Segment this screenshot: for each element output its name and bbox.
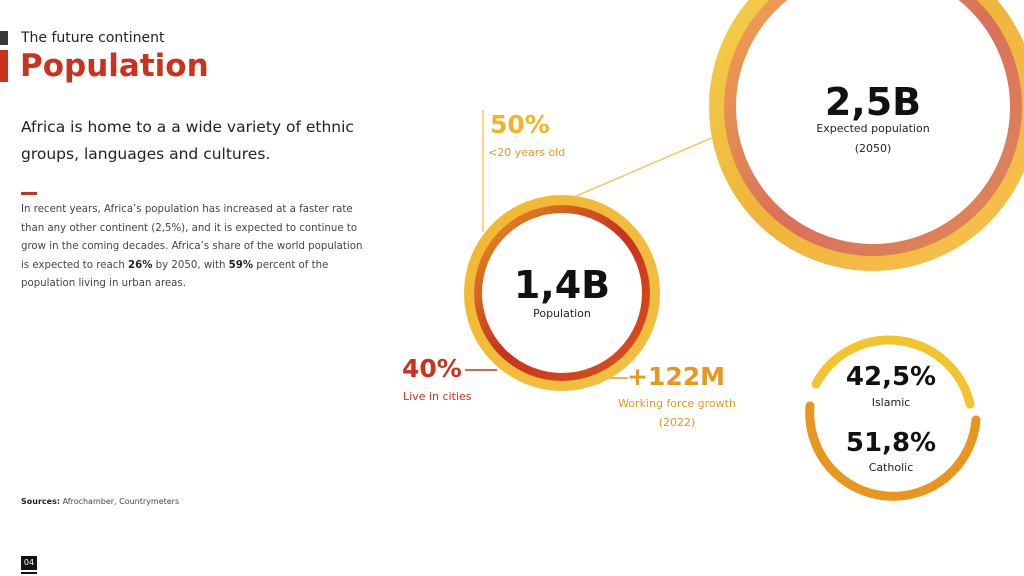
workforce-value: +122M: [626, 362, 725, 391]
under20-value: 50%: [490, 110, 550, 139]
body-text-part-2: by 2050, with: [152, 259, 229, 271]
section-kicker: The future continent: [21, 30, 165, 46]
population-ring-outer: [464, 195, 660, 391]
body-text-part-3: percent of the population living in urba…: [21, 259, 329, 290]
body-bold-26: 26%: [128, 259, 153, 271]
workforce-label: Working force growth: [618, 397, 736, 410]
page-number-underline: [21, 572, 37, 574]
page-title: Population: [20, 48, 209, 84]
sources-label: Sources:: [21, 497, 61, 506]
body-paragraph: In recent years, Africa’s population has…: [21, 201, 366, 294]
sources-text: Afrochamber, Countrymeters: [60, 497, 180, 506]
lead-paragraph: Africa is home to a a wide variety of et…: [21, 118, 354, 163]
catholic-value: 51,8%: [845, 428, 937, 458]
population-ring-inner: [474, 205, 650, 381]
connector-line-expected: [573, 136, 715, 198]
catholic-label: Catholic: [868, 461, 914, 474]
cities-label: Live in cities: [403, 390, 472, 403]
islamic-label: Islamic: [871, 396, 911, 409]
religion-arc-catholic: [805, 401, 981, 501]
page-number: 04: [21, 556, 37, 570]
divider-dash: [21, 192, 37, 195]
religion-arc-islamic: [811, 335, 975, 409]
population-value: 1,4B: [513, 263, 611, 307]
workforce-year: (2022): [658, 416, 696, 429]
islamic-value: 42,5%: [845, 362, 937, 392]
body-bold-59: 59%: [228, 259, 254, 271]
population-label: Population: [533, 307, 591, 320]
expected-population-value: 2,5B: [824, 80, 922, 124]
cities-value: 40%: [402, 354, 462, 383]
expected-population-ring-inner: [724, 0, 1022, 256]
expected-population-label: Expected population: [816, 122, 930, 135]
accent-bar-dark: [0, 31, 8, 45]
body-text-part-1: In recent years, Africa’s population has…: [21, 204, 363, 271]
under20-label: <20 years old: [488, 146, 566, 159]
expected-population-year: (2050): [854, 142, 892, 155]
sources-note: Sources: Afrochamber, Countrymeters: [21, 497, 179, 506]
expected-population-ring-outer: [709, 0, 1024, 271]
accent-bar-red: [0, 50, 8, 82]
